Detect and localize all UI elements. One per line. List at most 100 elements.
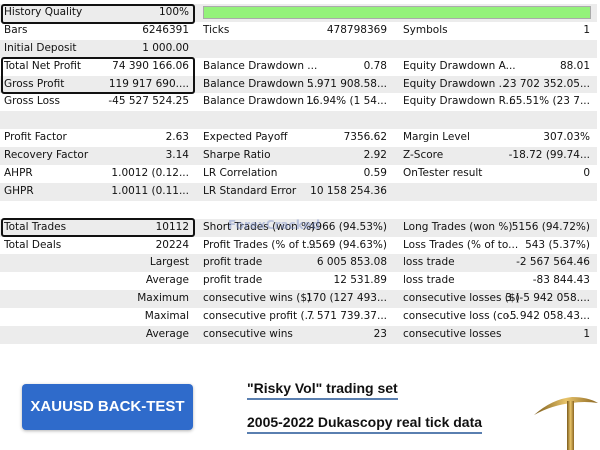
cell-value-2: 478798369 [326, 23, 387, 36]
cell-label-3: loss trade [403, 274, 455, 287]
cell-value-1: 1.0012 (0.12... [111, 167, 189, 180]
table-row: GHPR 1.0011 (0.11... LR Standard Error 10 1… [0, 182, 597, 201]
table-row: Average profit trade 12 531.89 loss trade -8… [0, 272, 597, 290]
cell-label-3: consecutive loss (co... [403, 310, 519, 323]
cell-label-1: Initial Deposit [4, 41, 77, 54]
cell-value-3: 88.01 [559, 59, 590, 72]
cell-label-3: consecutive losses ($) [403, 292, 520, 305]
cell-value-2: 2.92 [363, 149, 387, 162]
cell-value-1: Average [145, 274, 189, 287]
backtest-report-table: History Quality 100% Bars 6246391 Ticks 478… [0, 4, 597, 362]
cell-value-3: 1 [583, 328, 590, 341]
cell-label-3: Z-Score [403, 149, 444, 162]
cell-value-1: Maximal [144, 310, 189, 323]
table-row: Average consecutive wins 23 consecutive los… [0, 326, 597, 344]
cell-label-1: Recovery Factor [4, 149, 89, 162]
cell-label-2: Sharpe Ratio [203, 149, 271, 162]
cell-value-3: 1 [583, 23, 590, 36]
table-row [0, 201, 597, 219]
cell-value-1: 6246391 [142, 23, 189, 36]
cell-value-2: 4966 (94.53%) [308, 220, 387, 233]
cell-label-2: Balance Drawdown ... [203, 77, 318, 90]
cell-value-1: 74 390 166.06 [112, 59, 189, 72]
cell-label-1: Gross Loss [4, 95, 60, 108]
table-row [0, 111, 597, 130]
cell-label-3: Long Trades (won %) [403, 220, 513, 233]
cell-label-2: LR Correlation [203, 167, 278, 180]
cell-value-1: -45 527 524.25 [108, 95, 189, 108]
cell-value-1: 119 917 690.... [108, 77, 189, 90]
cell-value-1: 3.14 [165, 149, 189, 162]
cell-value-1: Average [145, 328, 189, 341]
pickaxe-icon [534, 397, 598, 450]
cell-label-2: consecutive profit (... [203, 310, 315, 323]
cell-value-3: 23 702 352.05... [503, 77, 590, 90]
table-row: Gross Profit 119 917 690.... Balance Drawd… [0, 75, 597, 94]
cell-label-2: consecutive wins ($) [203, 292, 312, 305]
cell-value-3: 3 (-5 942 058.... [505, 292, 590, 305]
cell-label-1: GHPR [4, 184, 34, 197]
cell-value-2: 7356.62 [343, 131, 387, 144]
table-row: Gross Loss -45 527 524.25 Balance Drawdown… [0, 93, 597, 111]
cell-label-1: AHPR [4, 167, 33, 180]
cell-label-2: profit trade [203, 274, 263, 287]
row-history-quality: History Quality 100% [0, 4, 597, 22]
cell-label-1: Total Net Profit [4, 59, 82, 72]
cell-label-3: Equity Drawdown R... [403, 95, 516, 108]
cell-value-1: 1.0011 (0.11... [111, 184, 189, 197]
history-quality-label: History Quality [4, 6, 83, 18]
history-quality-value: 100% [158, 6, 189, 18]
cell-value-3: 0 [583, 167, 590, 180]
cell-value-2: 5 971 908.58... [306, 77, 387, 90]
cell-value-2: 170 (127 493... [306, 292, 387, 305]
history-quality-bar [203, 6, 591, 19]
cell-label-3: Loss Trades (% of to... [403, 238, 519, 251]
table-row: Maximum consecutive wins ($) 170 (127 493.… [0, 290, 597, 309]
cell-label-1: Profit Factor [4, 131, 67, 144]
table-row: Initial Deposit 1 000.00 [0, 39, 597, 58]
cell-value-2: 23 [373, 328, 387, 341]
cell-label-3: Symbols [403, 23, 448, 36]
cell-value-3: -5 942 058.43... [506, 310, 590, 323]
cell-label-2: Balance Drawdown ... [203, 59, 318, 72]
xauusd-backtest-banner: XAUUSD BACK-TEST [22, 384, 193, 430]
cell-value-1: Maximum [137, 292, 189, 305]
cell-value-1: 10112 [155, 220, 189, 233]
table-row: Total Net Profit 74 390 166.06 Balance Dra… [0, 58, 597, 76]
cell-value-2: 16.94% (1 54... [306, 95, 387, 108]
cell-label-3: consecutive losses [403, 328, 502, 341]
cell-value-2: 6 005 853.08 [316, 256, 387, 269]
table-row: Total Trades 10112 Short Trades (won %) 496… [0, 218, 597, 237]
cell-label-3: loss trade [403, 256, 455, 269]
cell-label-2: LR Standard Error [203, 184, 297, 197]
table-row: Recovery Factor 3.14 Sharpe Ratio 2.92 Z-Sco… [0, 147, 597, 166]
cell-value-3: 543 (5.37%) [525, 238, 590, 251]
cell-value-1: 20224 [155, 238, 189, 251]
cell-value-1: 1 000.00 [142, 41, 189, 54]
cell-label-2: Ticks [203, 23, 230, 36]
cell-label-2: consecutive wins [203, 328, 293, 341]
cell-label-3: Equity Drawdown ... [403, 77, 509, 90]
cell-label-3: Equity Drawdown A... [403, 59, 516, 72]
cell-value-3: -18.72 (99.74... [508, 149, 590, 162]
cell-label-1: Total Deals [4, 238, 62, 251]
cell-label-1: Gross Profit [4, 77, 65, 90]
cell-value-1: Largest [149, 256, 189, 269]
cell-label-3: OnTester result [403, 167, 483, 180]
cell-value-1: 2.63 [165, 131, 189, 144]
table-row: Profit Factor 2.63 Expected Payoff 7356.62 M… [0, 129, 597, 147]
cell-value-2: 0.78 [363, 59, 387, 72]
table-row: Largest profit trade 6 005 853.08 loss trad… [0, 254, 597, 273]
table-row: AHPR 1.0012 (0.12... LR Correlation 0.59 OnT… [0, 165, 597, 183]
tick-data-caption: 2005-2022 Dukascopy real tick data [247, 414, 483, 434]
cell-value-2: 12 531.89 [333, 274, 387, 287]
cell-value-2: 7 571 739.37... [306, 310, 387, 323]
table-row: Maximal consecutive profit (... 7 571 739.… [0, 308, 597, 326]
cell-value-3: -2 567 564.46 [516, 256, 590, 269]
cell-value-3: -83 844.43 [532, 274, 590, 287]
watermark: ForexCracked [228, 218, 321, 232]
cell-value-3: 5156 (94.72%) [511, 220, 590, 233]
cell-label-2: Short Trades (won %) [203, 220, 316, 233]
cell-label-2: profit trade [203, 256, 263, 269]
cell-value-2: 0.59 [363, 167, 387, 180]
